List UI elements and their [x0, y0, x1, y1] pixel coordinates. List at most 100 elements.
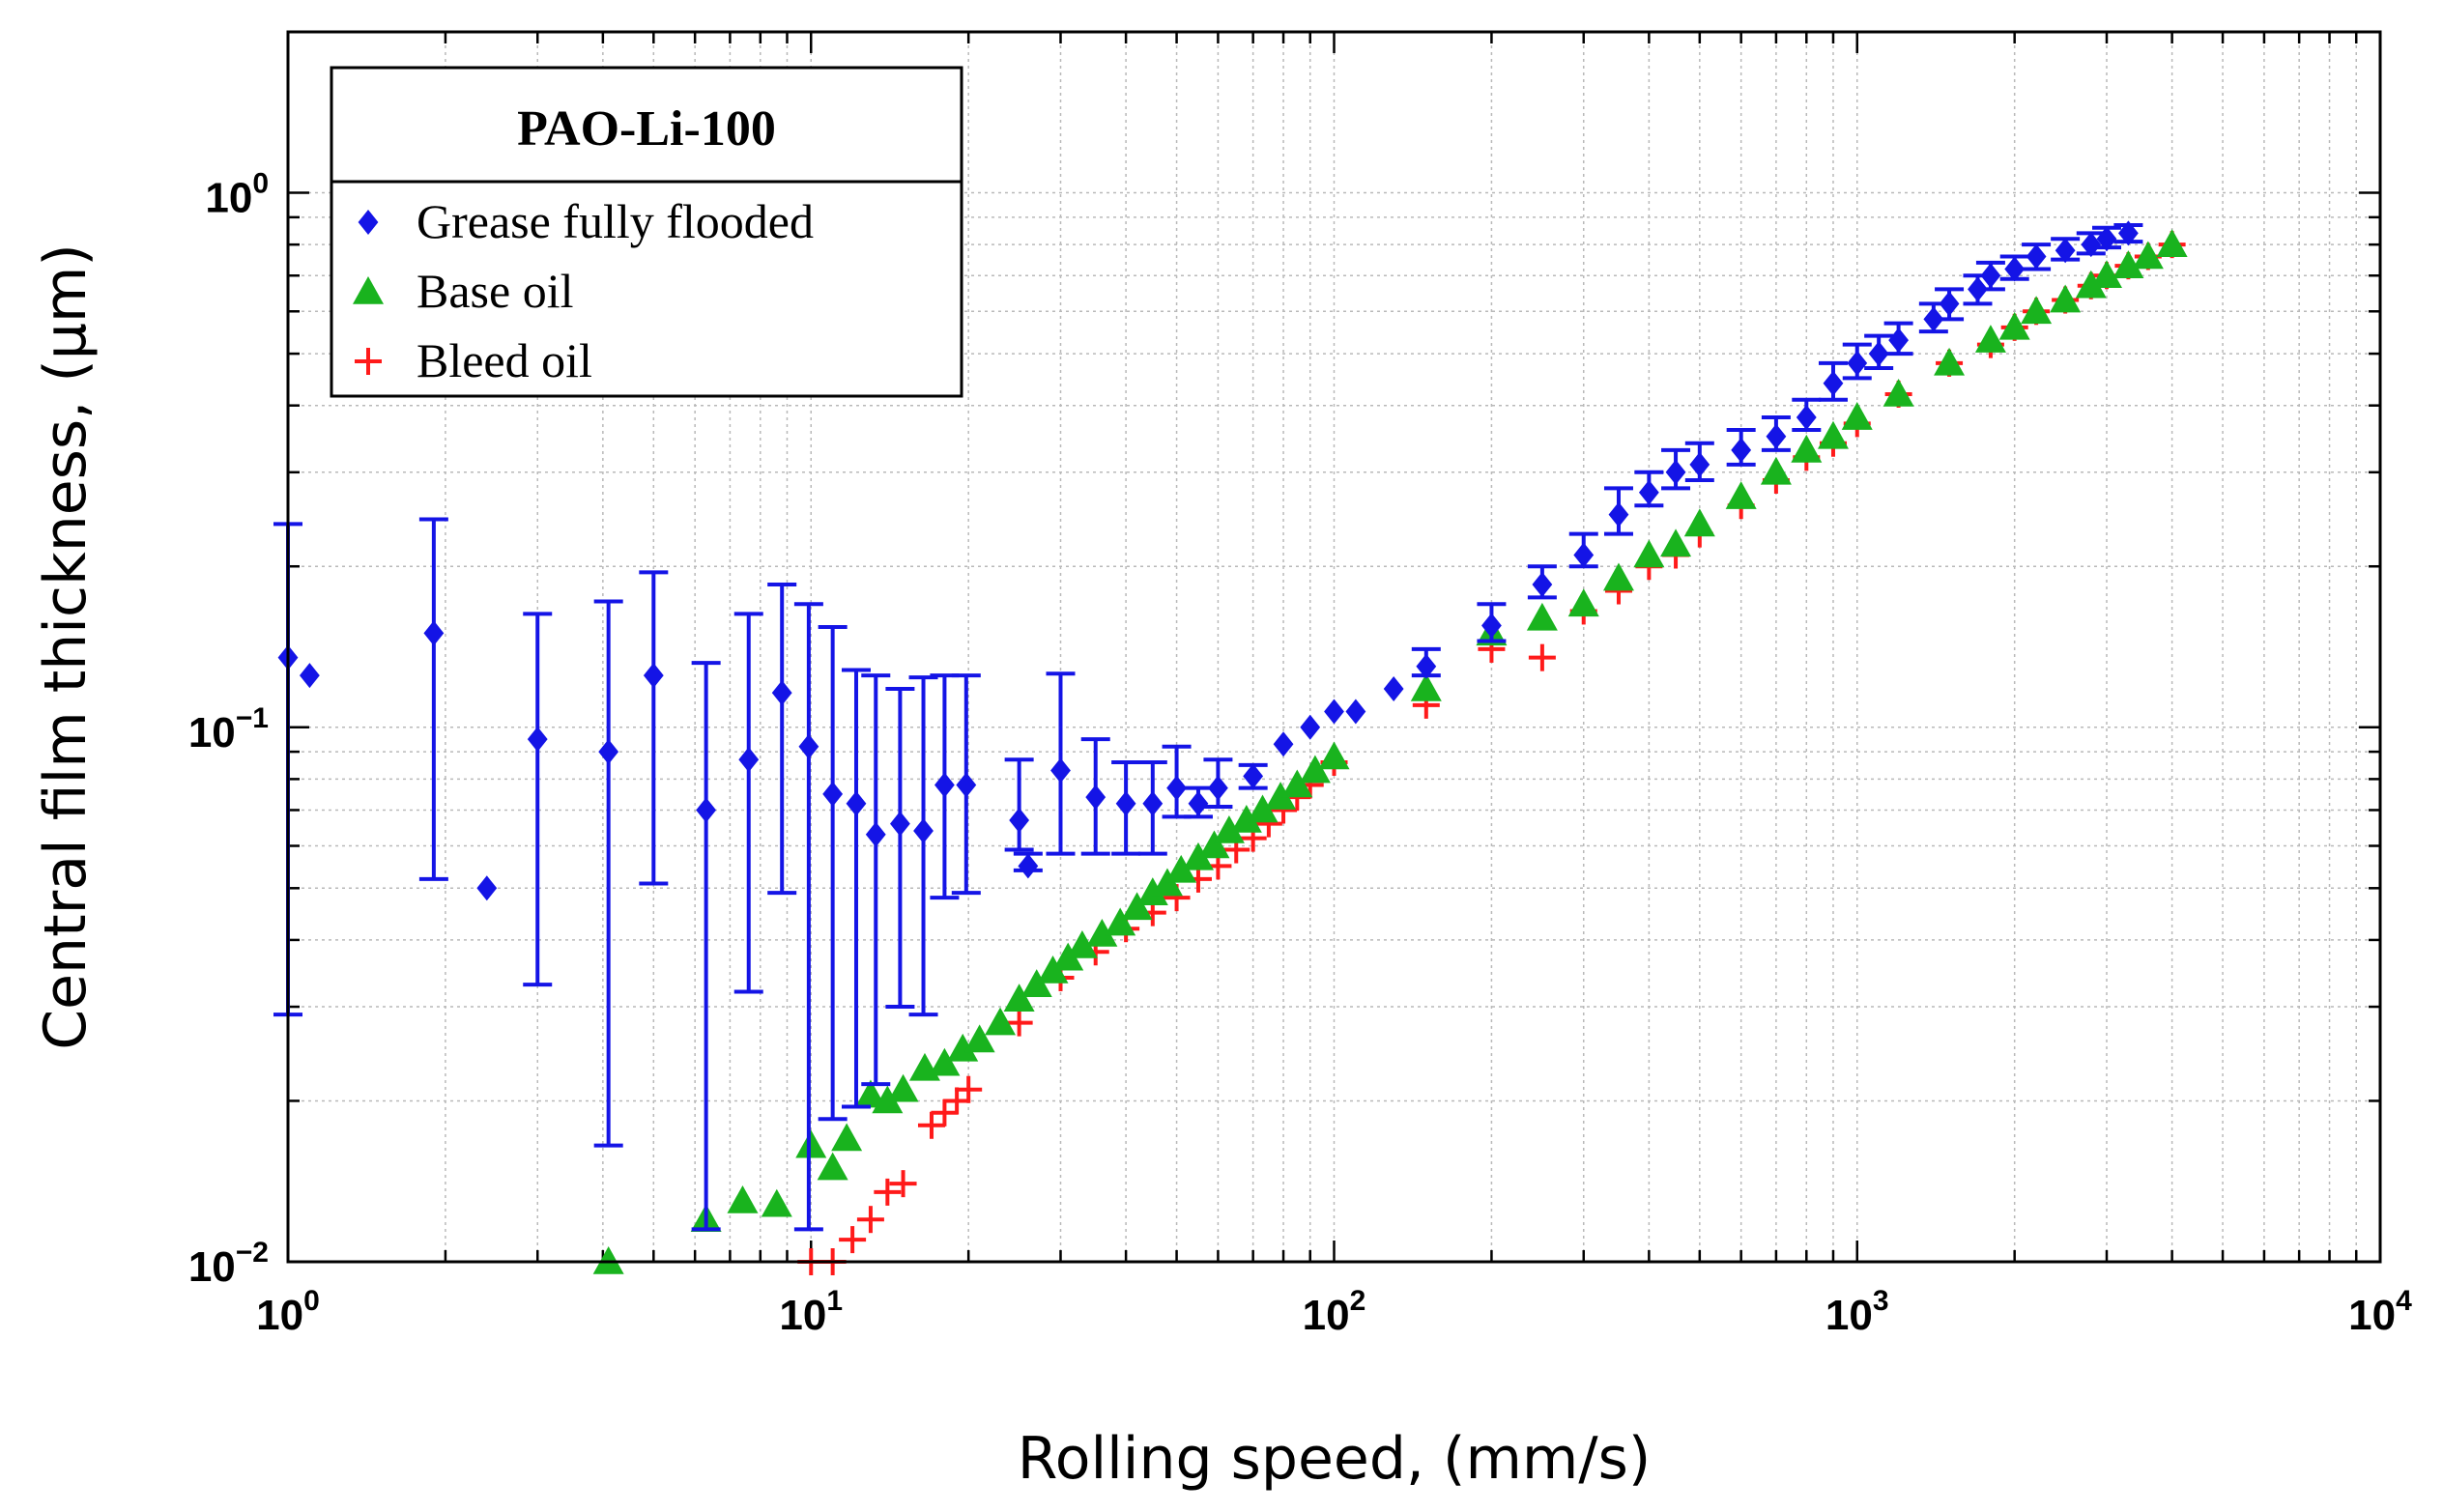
data-point: [1273, 731, 1294, 757]
data-point: [1934, 347, 1966, 376]
data-point: [1182, 842, 1214, 870]
data-point: [761, 1188, 792, 1217]
data-point: [476, 875, 498, 901]
data-point: [1208, 775, 1228, 801]
data-point: [1974, 325, 2006, 353]
data-point: [1383, 676, 1404, 702]
data-point: [1166, 775, 1187, 801]
data-point: [865, 821, 886, 847]
x-tick-label: 103: [1825, 1285, 1889, 1339]
data-point: [1416, 653, 1437, 679]
data-point: [2081, 232, 2102, 258]
data-point: [1791, 434, 1823, 463]
data-point: [1883, 378, 1914, 407]
data-point: [1980, 263, 2001, 289]
data-point: [1037, 956, 1069, 984]
data-point: [1683, 508, 1715, 537]
x-axis-title: Rolling speed, (mm/s): [1018, 1425, 1652, 1493]
data-point: [771, 680, 792, 706]
data-point: [2050, 284, 2082, 313]
data-point: [1602, 562, 1634, 591]
data-point: [831, 1123, 863, 1152]
data-point: [1165, 854, 1197, 883]
x-tick-label: 102: [1303, 1285, 1366, 1339]
data-point: [1299, 755, 1331, 784]
data-point: [890, 811, 910, 837]
data-point: [947, 1033, 979, 1062]
data-point: [854, 1079, 886, 1108]
data-point: [1526, 602, 1558, 631]
plot-frame: [286, 30, 2382, 1264]
legend-label: Base oil: [417, 264, 573, 318]
x-tick-label: 100: [256, 1285, 320, 1339]
data-point: [1136, 877, 1168, 905]
data-point: [846, 790, 867, 816]
data-point: [2117, 220, 2139, 246]
data-point: [2156, 229, 2188, 257]
data-point: [1923, 306, 1944, 332]
data-point: [1841, 402, 1873, 430]
legend-marker: [358, 210, 379, 235]
data-point: [1689, 451, 1710, 477]
data-point: [1532, 571, 1553, 597]
data-point: [1766, 423, 1787, 449]
data-point: [931, 1098, 959, 1127]
data-point: [527, 727, 548, 753]
data-point: [934, 772, 955, 798]
data-point: [1188, 790, 1209, 816]
data-point: [874, 1178, 902, 1206]
data-point: [1281, 769, 1313, 798]
data-point: [1005, 1009, 1033, 1037]
data-point: [1731, 437, 1752, 463]
data-point: [2096, 226, 2117, 252]
legend-marker: [355, 348, 382, 375]
legend-entry: Grease fully flooded: [358, 194, 814, 248]
data-point: [592, 1246, 624, 1274]
data-point: [2132, 241, 2164, 270]
data-point: [2021, 296, 2053, 325]
data-point: [1009, 807, 1030, 833]
data-point: [913, 817, 934, 843]
legend: PAO-Li-100 Grease fully flooded Base oil B…: [330, 66, 963, 398]
data-point: [598, 739, 619, 765]
data-point: [1567, 588, 1599, 617]
data-point: [423, 620, 445, 646]
legend-entries: Grease fully flooded Base oil Bleed oil: [353, 194, 814, 387]
data-point: [1020, 969, 1052, 997]
data-point: [1300, 714, 1321, 740]
data-point: [1665, 459, 1686, 485]
data-point: [1247, 794, 1279, 823]
data-point: [1324, 699, 1344, 725]
data-point: [1213, 814, 1245, 843]
series-base-oil: [592, 229, 2188, 1274]
legend-title: PAO-Li-100: [517, 101, 776, 157]
data-point: [643, 663, 664, 689]
data-point: [839, 1226, 867, 1254]
data-point: [2055, 238, 2076, 264]
data-point: [1528, 643, 1556, 671]
data-point: [1868, 341, 1889, 367]
data-point: [1066, 930, 1098, 958]
tick-labels: 100 101 102 103 104 10−2 10−1 100: [188, 168, 2412, 1339]
data-point: [1760, 456, 1792, 485]
x-tick-label: 101: [779, 1285, 843, 1339]
data-point: [889, 1170, 917, 1198]
data-point: [1660, 528, 1692, 557]
data-point: [1608, 501, 1629, 528]
data-point: [817, 1152, 848, 1181]
data-point: [1085, 785, 1107, 811]
data-point: [1638, 479, 1659, 505]
data-point: [2026, 243, 2047, 270]
data-point: [1198, 830, 1230, 859]
data-point: [887, 1073, 919, 1102]
data-point: [943, 1087, 971, 1115]
legend-label: Grease fully flooded: [417, 194, 814, 248]
data-point: [2090, 260, 2122, 289]
data-point: [822, 781, 844, 807]
legend-label: Bleed oil: [417, 333, 592, 387]
data-point: [738, 747, 760, 773]
data-point: [1142, 790, 1164, 816]
data-point: [1230, 804, 1262, 833]
y-axis-title: Central film thickness, (µm): [32, 243, 100, 1050]
